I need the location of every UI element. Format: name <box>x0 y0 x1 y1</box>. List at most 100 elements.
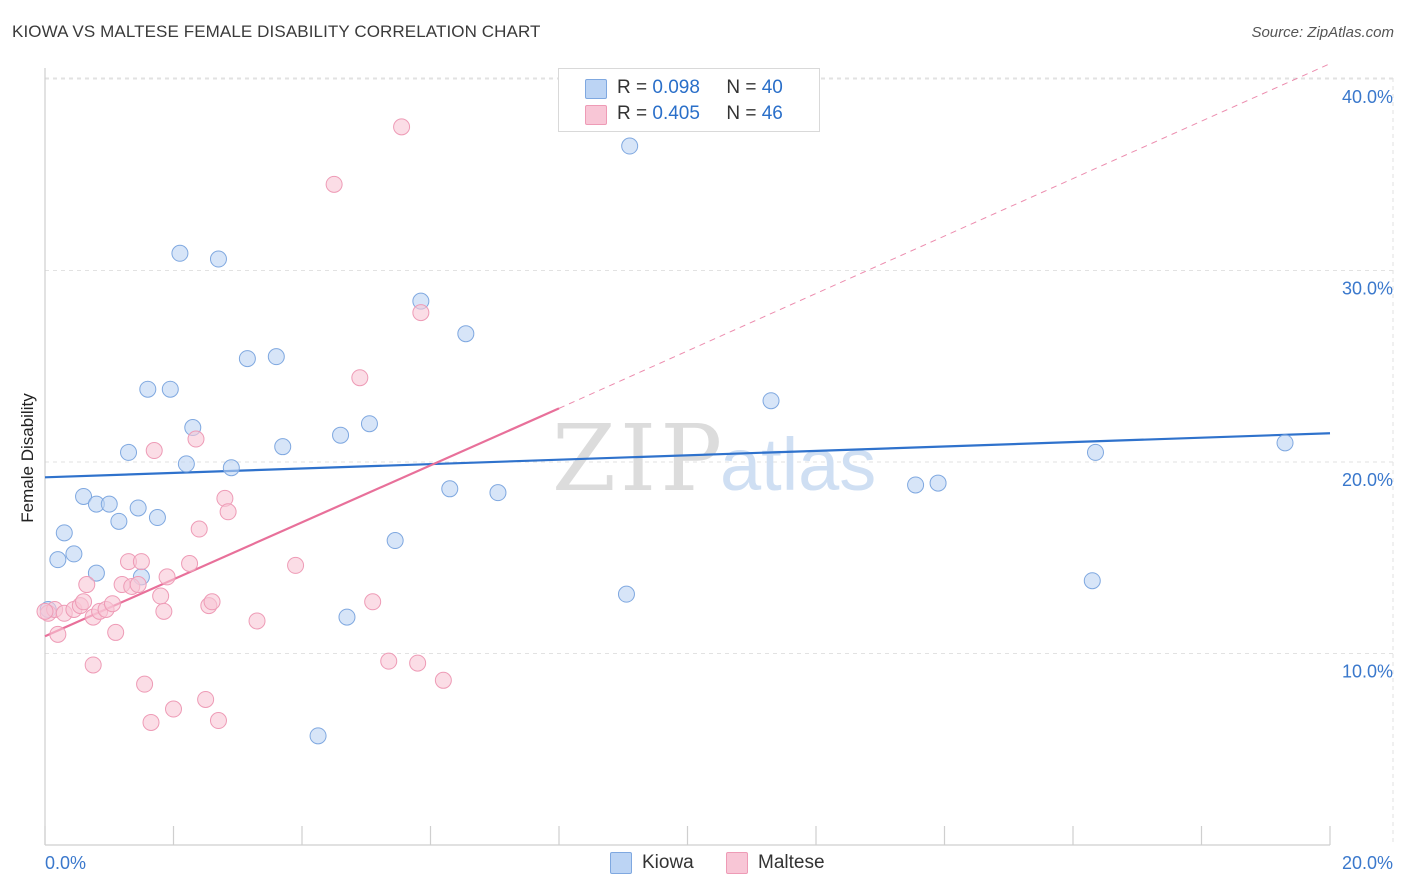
kiowa-point-35 <box>907 476 925 494</box>
maltese-trend-line <box>44 407 560 638</box>
maltese-point-13 <box>107 623 125 641</box>
maltese-point-22 <box>152 587 170 605</box>
bottom-legend-label-maltese: Maltese <box>758 852 825 873</box>
kiowa-point-16 <box>177 455 195 473</box>
kiowa-point-2 <box>55 524 73 542</box>
maltese-point-23 <box>155 602 173 620</box>
kiowa-point-36 <box>929 474 947 492</box>
y-tick-label-3: 40.0% <box>1342 87 1393 107</box>
maltese-point-19 <box>136 675 154 693</box>
kiowa-point-34 <box>762 392 780 410</box>
kiowa-point-26 <box>360 415 378 433</box>
kiowa-point-10 <box>129 499 147 517</box>
kiowa-point-12 <box>139 380 157 398</box>
kiowa-point-24 <box>332 426 350 444</box>
kiowa-point-22 <box>274 438 292 456</box>
maltese-point-31 <box>203 593 221 611</box>
correlation-legend: R = 0.098 N = 40 R = 0.405 N = 46 <box>558 68 820 132</box>
kiowa-point-19 <box>222 459 240 477</box>
legend-maltese-r-label: R = <box>617 103 648 124</box>
kiowa-point-6 <box>87 564 105 582</box>
bottom-legend-swatch-maltese <box>726 852 748 874</box>
maltese-point-28 <box>190 520 208 538</box>
y-tick-label-1: 20.0% <box>1342 470 1393 490</box>
legend-kiowa-r-label: R = <box>617 77 648 98</box>
maltese-point-40 <box>380 652 398 670</box>
maltese-point-21 <box>145 442 163 460</box>
kiowa-point-8 <box>110 512 128 530</box>
kiowa-point-13 <box>148 509 166 527</box>
kiowa-point-29 <box>441 480 459 498</box>
kiowa-point-37 <box>1083 572 1101 590</box>
kiowa-point-31 <box>489 484 507 502</box>
kiowa-point-9 <box>120 443 138 461</box>
watermark-atlas: atlas <box>720 423 876 506</box>
tick-labels: 10.0% 20.0% 30.0% 40.0% 0.0% 20.0% <box>45 87 1393 873</box>
kiowa-trend-line <box>44 432 1331 479</box>
legend-maltese-n-label: N = <box>726 103 757 124</box>
x-tick-label-1: 20.0% <box>1342 853 1393 873</box>
source-label: Source: ZipAtlas.com <box>1251 24 1394 41</box>
maltese-point-38 <box>351 369 369 387</box>
chart-title: KIOWA VS MALTESE FEMALE DISABILITY CORRE… <box>12 22 541 41</box>
maltese-point-2 <box>49 625 67 643</box>
maltese-point-35 <box>248 612 266 630</box>
maltese-point-25 <box>165 700 182 718</box>
legend-kiowa-n-value: 40 <box>761 77 783 98</box>
maltese-point-12 <box>103 595 121 613</box>
y-tick-label-2: 30.0% <box>1342 279 1393 299</box>
kiowa-point-23 <box>309 727 327 745</box>
maltese-point-37 <box>325 175 343 193</box>
maltese-point-45 <box>36 602 54 620</box>
bottom-legend-swatch-kiowa <box>610 852 632 874</box>
kiowa-point-38 <box>1086 443 1104 461</box>
kiowa-point-18 <box>209 250 227 268</box>
maltese-point-41 <box>393 118 411 136</box>
maltese-point-27 <box>187 430 205 448</box>
maltese-point-20 <box>142 713 160 731</box>
kiowa-point-39 <box>1276 434 1294 452</box>
kiowa-point-4 <box>75 487 93 505</box>
maltese-point-43 <box>412 304 430 322</box>
legend-kiowa-n-label: N = <box>726 77 757 98</box>
kiowa-point-1 <box>49 551 67 569</box>
kiowa-point-33 <box>621 137 639 155</box>
maltese-point-9 <box>84 656 102 674</box>
kiowa-point-25 <box>338 608 356 626</box>
kiowa-point-27 <box>386 532 404 550</box>
legend-swatch-kiowa <box>585 79 607 99</box>
kiowa-point-30 <box>457 325 475 343</box>
maltese-point-39 <box>364 593 382 611</box>
legend-maltese-n-value: 46 <box>761 103 783 124</box>
maltese-point-34 <box>219 503 237 521</box>
maltese-point-42 <box>409 654 427 672</box>
maltese-point-26 <box>181 554 199 572</box>
kiowa-point-14 <box>161 380 179 398</box>
maltese-point-17 <box>129 576 147 594</box>
trend-lines <box>44 63 1331 638</box>
axes <box>44 68 1331 846</box>
kiowa-point-32 <box>617 585 635 603</box>
kiowa-point-21 <box>267 348 285 366</box>
maltese-point-32 <box>209 712 227 730</box>
kiowa-point-3 <box>65 545 83 563</box>
kiowa-point-7 <box>100 495 118 513</box>
maltese-trend-line-extended <box>558 63 1331 409</box>
kiowa-point-15 <box>171 244 189 262</box>
x-tick-label-0: 0.0% <box>45 853 86 873</box>
maltese-point-36 <box>287 556 305 574</box>
data-points <box>36 118 1294 745</box>
legend-kiowa-r-value: 0.098 <box>652 77 700 98</box>
bottom-legend-label-kiowa: Kiowa <box>642 852 694 873</box>
legend-maltese-r-value: 0.405 <box>652 103 700 124</box>
maltese-point-29 <box>197 690 215 708</box>
legend-swatch-maltese <box>585 105 607 125</box>
maltese-point-44 <box>434 671 452 689</box>
y-tick-label-0: 10.0% <box>1342 662 1393 682</box>
maltese-point-6 <box>75 593 93 611</box>
maltese-point-18 <box>132 553 150 571</box>
maltese-point-7 <box>78 576 96 594</box>
kiowa-point-20 <box>238 350 256 368</box>
maltese-point-24 <box>158 568 176 586</box>
